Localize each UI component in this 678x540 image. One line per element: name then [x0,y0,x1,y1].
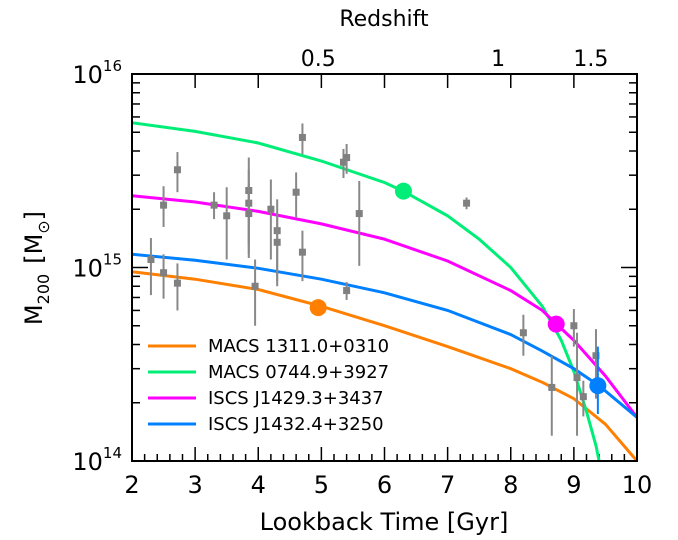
data-point [298,248,306,256]
data-point [579,393,587,401]
series-marker [547,315,565,333]
y-tick-base: 10 [72,255,103,283]
data-point [267,205,275,213]
data-point [592,352,600,360]
top-tick-label: 1 [491,47,505,72]
series-marker [309,299,327,317]
x-tick-label: 9 [566,471,581,499]
x-tick-label: 5 [314,471,329,499]
x-tick-label: 6 [377,471,392,499]
y-tick-exponent: 15 [103,251,122,269]
x-tick-label: 4 [251,471,266,499]
series-marker [589,377,607,395]
data-point [463,199,471,207]
data-point [160,269,168,277]
data-point [519,329,527,337]
legend-label: MACS 0744.9+3927 [208,362,389,383]
data-point [173,279,181,287]
data-point [173,166,181,174]
data-point [251,282,259,290]
x-tick-label: 3 [187,471,202,499]
data-point [298,133,306,141]
x-tick-label: 2 [124,471,139,499]
top-axis-title: Redshift [339,7,429,32]
top-tick-label: 1.5 [573,47,608,72]
legend: MACS 1311.0+0310 MACS 0744.9+3927 ISCS J14… [148,336,389,435]
series-curves [132,121,637,461]
y-tick-base: 10 [72,61,103,89]
y-axis-title-unit-close: ] [20,211,48,220]
data-point [548,383,556,391]
data-point [147,255,155,263]
y-axis-title-subscript: 200 [34,274,53,305]
series-markers [309,182,607,414]
data-point [343,287,351,295]
data-point [570,322,578,330]
y-tick-base: 10 [72,448,103,476]
series-curve [132,252,637,419]
data-point [339,158,347,166]
y-axis-title-sun-symbol: ⊙ [34,220,53,233]
y-tick-exponent: 14 [103,444,122,462]
data-point [245,210,253,218]
scatter-points [147,123,600,436]
y-tick-label: 1015 [72,251,122,283]
legend-label: MACS 1311.0+0310 [208,336,389,357]
legend-label: ISCS J1432.4+3250 [208,414,384,435]
data-point [292,188,300,196]
data-point [210,201,218,209]
data-point [273,238,281,246]
y-tick-label: 1014 [72,444,122,476]
x-tick-label: 7 [440,471,455,499]
y-tick-exponent: 16 [103,57,122,75]
top-tick-label: 0.5 [301,47,336,72]
y-tick-label: 1016 [72,57,122,89]
data-point [355,210,363,218]
plot-frame [131,73,638,462]
data-point [223,212,231,220]
legend-label: ISCS J1429.3+3437 [208,388,384,409]
series-curve [132,121,601,461]
data-point [573,374,581,382]
x-tick-label: 8 [503,471,518,499]
data-point [343,154,351,162]
y-axis-title-unit-open: [M [20,234,48,264]
x-tick-label: 10 [622,471,653,499]
y-axis-title: M200 [M⊙] [20,211,53,325]
data-point [160,201,168,209]
series-curve [132,194,637,419]
axis-ticks [131,73,638,462]
series-marker [394,182,412,200]
y-axis-title-main: M [20,304,48,325]
x-axis-title: Lookback Time [Gyr] [260,508,509,536]
